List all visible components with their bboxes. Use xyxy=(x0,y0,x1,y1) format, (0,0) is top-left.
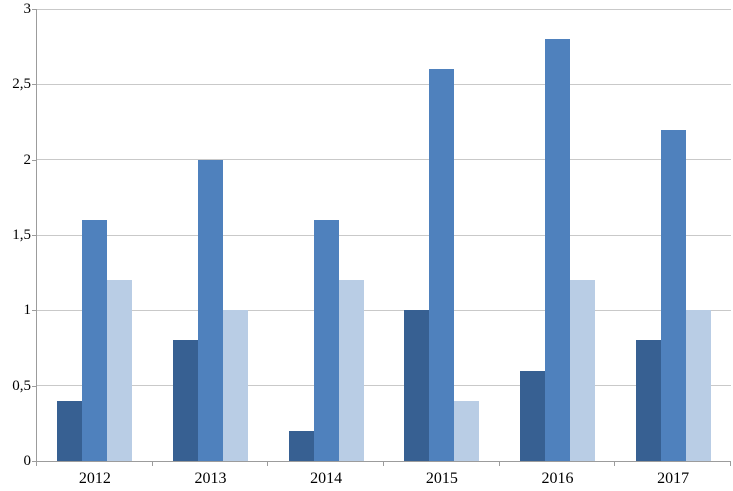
bar-2017-light-blue-series xyxy=(686,310,711,461)
y-axis-tick xyxy=(32,310,36,312)
gridline xyxy=(37,234,731,236)
y-axis-tick xyxy=(32,385,36,387)
x-axis-tick xyxy=(152,462,153,466)
bar-2014-dark-blue-series xyxy=(289,431,314,461)
gridline xyxy=(37,309,731,311)
x-axis-line xyxy=(36,461,731,462)
bar-2016-medium-blue-series xyxy=(545,39,570,461)
x-axis-tick xyxy=(499,462,500,466)
x-axis-tick xyxy=(730,462,731,466)
bar-2012-medium-blue-series xyxy=(82,220,107,461)
gridline xyxy=(37,8,731,10)
x-axis-tick xyxy=(383,462,384,466)
y-axis-tick xyxy=(32,9,36,10)
bar-2015-light-blue-series xyxy=(454,401,479,461)
bar-2013-dark-blue-series xyxy=(173,340,198,461)
gridline xyxy=(37,159,731,161)
x-axis-tick xyxy=(614,462,615,466)
bar-2015-dark-blue-series xyxy=(404,310,429,461)
y-axis-line xyxy=(36,9,37,462)
x-axis-category-label: 2017 xyxy=(657,470,690,487)
x-axis-category-label: 2012 xyxy=(78,470,111,487)
y-axis-tick-label: 3 xyxy=(23,1,32,17)
y-axis-tick-label: 2,5 xyxy=(12,76,31,93)
y-axis-tick xyxy=(32,159,36,161)
y-axis-tick xyxy=(32,461,36,462)
x-axis-category-label: 2016 xyxy=(541,470,574,487)
x-axis-tick xyxy=(267,462,268,466)
y-axis-tick-label: 0 xyxy=(23,453,32,469)
y-axis-tick-label: 0,5 xyxy=(12,377,31,394)
y-axis-tick xyxy=(32,235,36,236)
gridline xyxy=(37,385,731,387)
bar-2016-light-blue-series xyxy=(570,280,595,461)
y-axis-tick-label: 1 xyxy=(23,302,32,319)
x-axis-tick xyxy=(36,462,37,466)
bar-2017-dark-blue-series xyxy=(636,340,661,461)
x-axis-category-label: 2013 xyxy=(194,470,227,487)
bar-2013-light-blue-series xyxy=(223,310,248,461)
bar-2015-medium-blue-series xyxy=(429,69,454,461)
bar-2017-medium-blue-series xyxy=(661,130,686,461)
bar-2014-light-blue-series xyxy=(339,280,364,461)
x-axis-category-label: 2014 xyxy=(310,470,343,487)
bar-2016-dark-blue-series xyxy=(520,371,545,461)
bar-2013-medium-blue-series xyxy=(198,160,223,461)
gridline xyxy=(37,83,731,85)
bar-2012-light-blue-series xyxy=(107,280,132,461)
bar-2012-dark-blue-series xyxy=(57,401,82,461)
y-axis-tick xyxy=(32,84,36,86)
y-axis-tick-label: 1,5 xyxy=(12,227,31,243)
bar-2014-medium-blue-series xyxy=(314,220,339,461)
x-axis-category-label: 2015 xyxy=(425,470,458,487)
y-axis-tick-label: 2 xyxy=(23,151,32,168)
